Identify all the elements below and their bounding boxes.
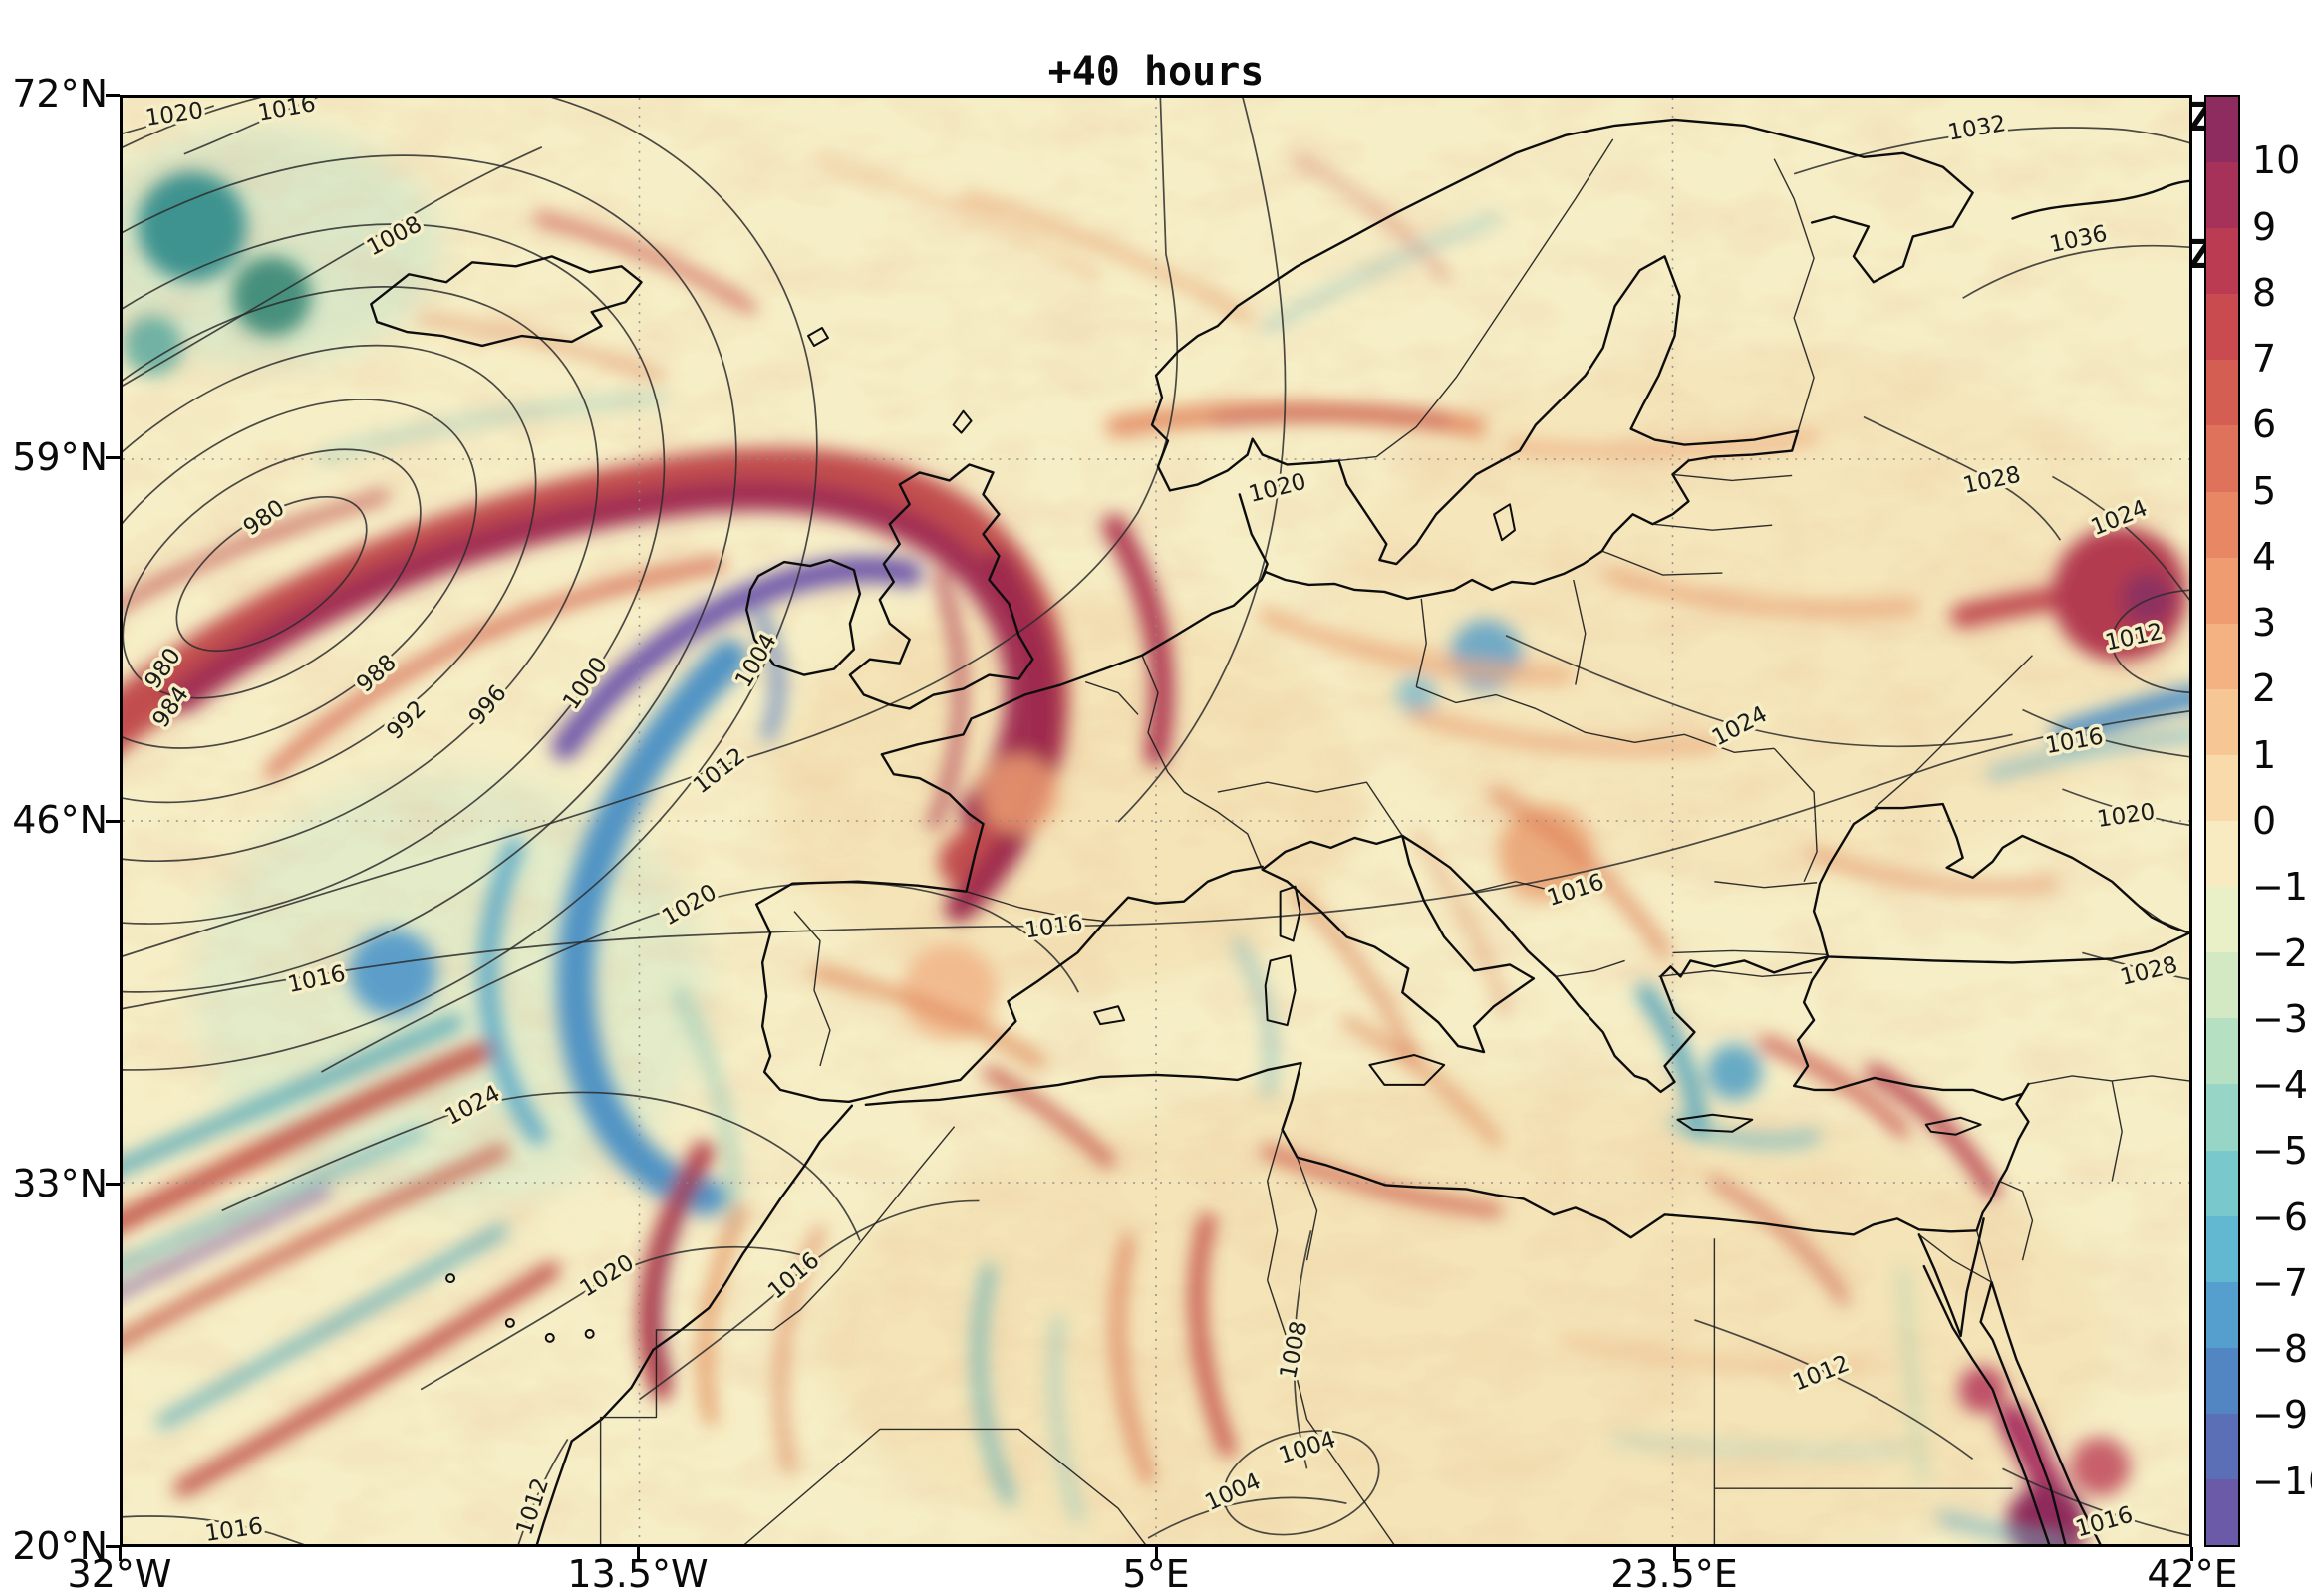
colorbar-segment [2206, 821, 2238, 888]
colorbar-tick-label: 0 [2252, 799, 2277, 843]
field-band-layer [123, 155, 2189, 1544]
axis-tick [106, 1545, 120, 1548]
colorbar-tick-label: −6 [2252, 1195, 2309, 1239]
colorbar-tick-label: −3 [2252, 996, 2309, 1041]
colorbar-segment [2206, 1150, 2238, 1216]
colorbar-segment [2206, 360, 2238, 426]
colorbar-segment [2206, 688, 2238, 755]
colorbar-segment [2206, 1281, 2238, 1348]
colorbar-segment [2206, 1478, 2238, 1546]
colorbar-tick-label: 4 [2252, 534, 2277, 579]
colorbar-tick-label: 9 [2252, 204, 2277, 249]
coastline-layer [370, 118, 2189, 1544]
axis-tick [637, 1547, 640, 1561]
colorbar-tick-label: −7 [2252, 1260, 2309, 1305]
border-layer [599, 138, 2189, 1544]
colorbar-tick-label: 5 [2252, 468, 2277, 513]
axis-tick [2190, 1547, 2193, 1561]
colorbar-tick-label: 7 [2252, 337, 2277, 382]
axis-tick [119, 1547, 122, 1561]
axis-tick [106, 94, 120, 97]
colorbar-segment [2206, 1084, 2238, 1151]
map-panel: 1020 1016 1008 1032 1036 980 980 984 988 992 996 10… [120, 95, 2192, 1547]
colorbar-segment [2206, 425, 2238, 492]
axis-tick [1673, 1547, 1676, 1561]
colorbar-segment [2206, 491, 2238, 558]
colorbar-segment [2206, 1347, 2238, 1414]
colorbar-tick-label: 3 [2252, 601, 2277, 646]
colorbar-segment [2206, 623, 2238, 689]
axis-tick [106, 820, 120, 823]
colorbar-tick-label: 1 [2252, 732, 2277, 777]
axis-tick [106, 456, 120, 459]
colorbar-segment [2206, 1018, 2238, 1085]
y-tick-label: 72°N [12, 72, 108, 116]
colorbar-tick-label: −8 [2252, 1327, 2309, 1372]
colorbar-tick-label: −1 [2252, 865, 2309, 910]
colorbar-tick-label: 6 [2252, 402, 2277, 447]
colorbar-segment [2206, 162, 2238, 229]
colorbar-tick-label: −4 [2252, 1063, 2309, 1108]
colorbar-segment [2206, 97, 2238, 163]
axis-tick [1155, 1547, 1158, 1561]
colorbar-segment [2206, 294, 2238, 361]
y-tick-label: 20°N [12, 1524, 108, 1568]
colorbar-tick-label: 2 [2252, 666, 2277, 711]
y-tick-label: 59°N [12, 434, 108, 479]
y-tick-label: 33°N [12, 1161, 108, 1205]
colorbar [2204, 95, 2240, 1547]
colorbar-tick-label: −10 [2252, 1459, 2312, 1503]
isobar-layer [123, 98, 2189, 1544]
colorbar-segment [2206, 754, 2238, 822]
forecast-hour-label: +40 hours [1047, 49, 1265, 95]
colorbar-segment [2206, 887, 2238, 953]
colorbar-tick-label: −5 [2252, 1129, 2309, 1174]
colorbar-segment [2206, 952, 2238, 1019]
axis-tick [106, 1183, 120, 1186]
colorbar-tick-label: −2 [2252, 931, 2309, 975]
colorbar-segment [2206, 557, 2238, 624]
colorbar-segment [2206, 1413, 2238, 1479]
y-tick-label: 46°N [12, 798, 108, 842]
colorbar-tick-label: −9 [2252, 1393, 2309, 1438]
colorbar-segment [2206, 228, 2238, 295]
colorbar-tick-label: 8 [2252, 270, 2277, 315]
colorbar-tick-label: 10 [2252, 138, 2301, 183]
colorbar-segment [2206, 1215, 2238, 1282]
